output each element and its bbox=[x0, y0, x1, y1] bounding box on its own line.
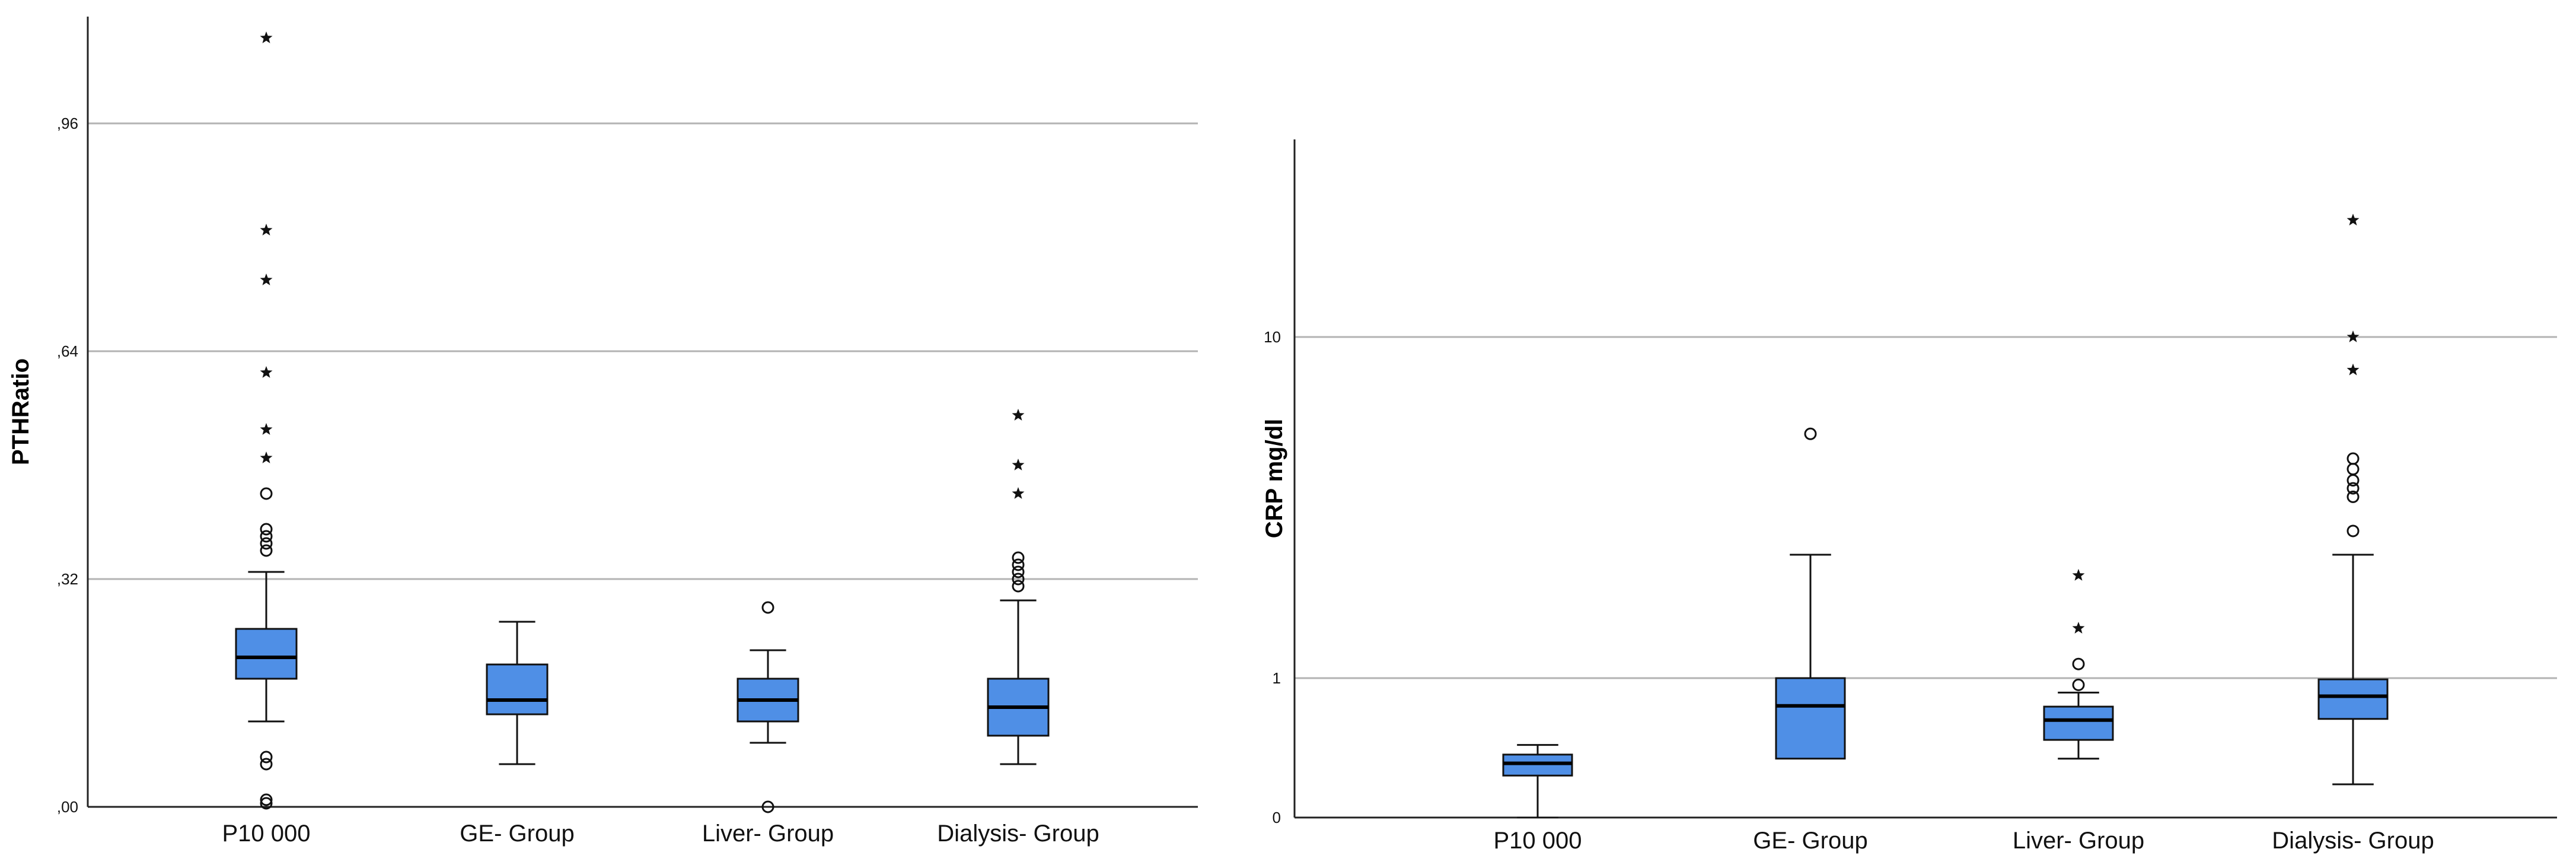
y-tick-label: ,00 bbox=[57, 798, 78, 816]
outlier-point bbox=[1012, 580, 1025, 593]
y-tick-label: 0 bbox=[1273, 809, 1281, 826]
extreme-point bbox=[260, 31, 273, 43]
extreme-point bbox=[260, 423, 273, 435]
iqr-box bbox=[2043, 705, 2114, 741]
extreme-point bbox=[2347, 330, 2360, 342]
outlier-point bbox=[260, 530, 273, 543]
outlier-point bbox=[2347, 452, 2360, 465]
y-tick-label: 1 bbox=[1273, 669, 1281, 687]
extreme-point bbox=[260, 451, 273, 463]
crp-boxplot: 0 1 10 CRP mg/dl P10 000 GE- Group Liver- Grou… bbox=[1261, 139, 2557, 854]
iqr-box bbox=[486, 663, 549, 715]
pth-ratio-boxplot: ,00 ,32 ,64 ,96 PTHRatio P10 000 GE- Group Live… bbox=[8, 17, 1198, 847]
outlier-point bbox=[2347, 524, 2360, 538]
extreme-point bbox=[1012, 409, 1025, 421]
category-label: GE- Group bbox=[460, 821, 574, 847]
outlier-point bbox=[1012, 551, 1025, 564]
outlier-point bbox=[761, 601, 774, 614]
category-label: GE- Group bbox=[1753, 828, 1867, 854]
outlier-point bbox=[1804, 427, 1817, 440]
iqr-box bbox=[235, 628, 298, 680]
outlier-point bbox=[260, 544, 273, 557]
y-tick-label: ,96 bbox=[57, 115, 78, 132]
extreme-point bbox=[260, 366, 273, 378]
outlier-point bbox=[260, 797, 273, 810]
extreme-point bbox=[2347, 214, 2360, 225]
iqr-box bbox=[2317, 678, 2389, 720]
category-label: P10 000 bbox=[222, 821, 310, 847]
outlier-point bbox=[1012, 565, 1025, 578]
outlier-point bbox=[260, 537, 273, 550]
y-axis-label: PTHRatio bbox=[8, 358, 34, 465]
outlier-point bbox=[1012, 558, 1025, 571]
extreme-point bbox=[1012, 487, 1025, 499]
outlier-point bbox=[260, 523, 273, 536]
extreme-point bbox=[260, 274, 273, 285]
outlier-point bbox=[260, 758, 273, 771]
y-tick-label: ,32 bbox=[57, 570, 78, 588]
outlier-point bbox=[2072, 678, 2085, 691]
outlier-point bbox=[260, 487, 273, 500]
extreme-point bbox=[260, 224, 273, 236]
outlier-point bbox=[260, 750, 273, 764]
category-label: Dialysis- Group bbox=[2272, 828, 2434, 854]
extreme-point bbox=[1012, 459, 1025, 470]
category-label: P10 000 bbox=[1493, 828, 1582, 854]
outlier-point bbox=[2347, 482, 2360, 495]
outlier-point bbox=[1012, 573, 1025, 586]
outlier-point bbox=[2347, 490, 2360, 503]
y-tick-label: ,64 bbox=[57, 342, 78, 360]
outlier-point bbox=[2072, 657, 2085, 670]
extreme-point bbox=[2072, 568, 2085, 581]
outlier-point bbox=[761, 800, 774, 813]
iqr-box bbox=[1775, 677, 1846, 760]
outlier-point bbox=[260, 793, 273, 806]
category-label: Dialysis- Group bbox=[937, 821, 1099, 847]
y-axis-label: CRP mg/dl bbox=[1261, 419, 1287, 539]
category-label: Liver- Group bbox=[702, 821, 834, 847]
iqr-box bbox=[1502, 753, 1573, 777]
extreme-point bbox=[2072, 622, 2085, 634]
extreme-point bbox=[2347, 363, 2360, 376]
y-tick-label: 10 bbox=[1264, 328, 1281, 346]
category-label: Liver- Group bbox=[2013, 828, 2144, 854]
